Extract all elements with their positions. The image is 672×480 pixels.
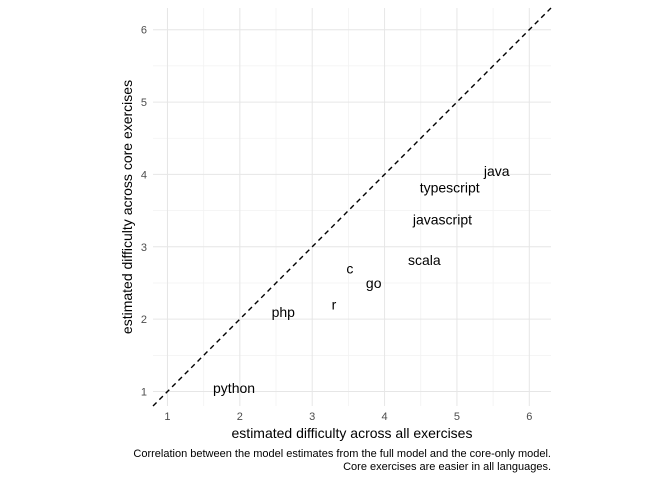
point-label-scala: scala: [408, 252, 441, 268]
x-tick-label: 5: [454, 411, 460, 423]
x-axis-ticks: 1 2 3 4 5 6: [164, 411, 532, 423]
point-label-c: c: [346, 261, 353, 277]
point-label-php: php: [272, 304, 296, 320]
x-tick-label: 1: [164, 411, 170, 423]
x-tick-label: 6: [526, 411, 532, 423]
y-axis-title: estimated difficulty across core exercis…: [119, 80, 135, 334]
caption-line-1: Correlation between the model estimates …: [133, 448, 551, 460]
point-label-r: r: [332, 297, 337, 313]
x-axis-title: estimated difficulty across all exercise…: [232, 425, 473, 441]
x-tick-label: 2: [237, 411, 243, 423]
y-tick-label: 4: [141, 169, 147, 181]
point-label-go: go: [366, 275, 382, 291]
caption-line-2: Core exercises are easier in all languag…: [343, 461, 551, 473]
grid: [153, 8, 551, 406]
point-labels: python php r cgo scala javascript typescriptja…: [213, 163, 510, 396]
point-label-typescript: typescript: [420, 179, 480, 195]
x-tick-label: 3: [309, 411, 315, 423]
y-tick-label: 6: [141, 25, 147, 37]
y-tick-label: 2: [141, 314, 147, 326]
y-tick-label: 1: [141, 387, 147, 399]
y-tick-label: 3: [141, 242, 147, 254]
y-axis-ticks: 1 2 3 4 5 6: [141, 25, 147, 399]
identity-reference-line: [152, 7, 552, 407]
point-label-java: java: [483, 163, 510, 179]
y-tick-label: 5: [141, 97, 147, 109]
point-label-python: python: [213, 380, 255, 396]
point-label-javascript: javascript: [412, 211, 472, 227]
x-tick-label: 4: [382, 411, 388, 423]
